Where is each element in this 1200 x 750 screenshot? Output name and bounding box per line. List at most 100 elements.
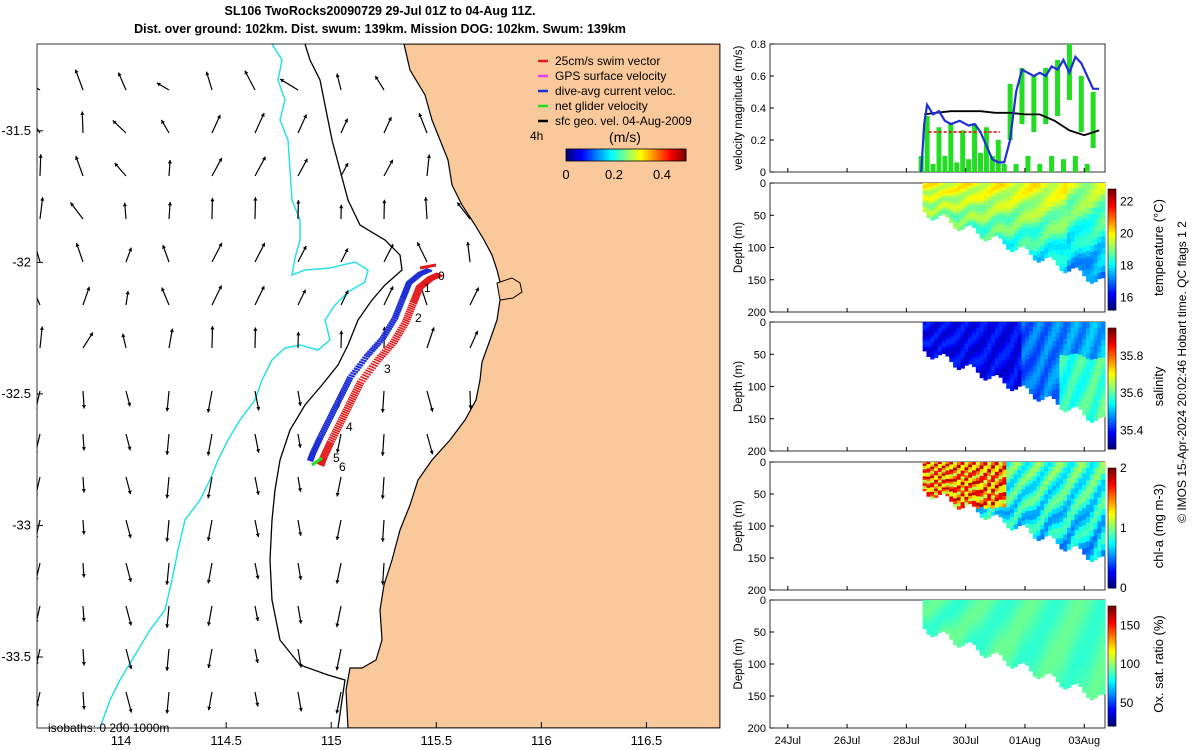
section-cell — [941, 627, 946, 630]
section-cell — [1051, 379, 1057, 385]
velocity-arrowhead — [161, 119, 165, 124]
velocity-arrowhead — [255, 491, 260, 495]
section-cell — [994, 345, 1000, 349]
section-cell — [926, 208, 931, 212]
section-cell — [983, 376, 988, 381]
colorbar-segment — [640, 149, 643, 161]
section-cell — [1013, 216, 1019, 222]
section-cell — [987, 493, 992, 498]
section-cell — [1078, 322, 1083, 328]
section-cell — [930, 471, 935, 474]
section-cell — [1086, 547, 1091, 554]
velocity-arrowhead — [389, 286, 394, 291]
section-cell — [1086, 660, 1091, 668]
section-cell — [1093, 322, 1098, 329]
section-cell — [1029, 357, 1034, 363]
section-cell — [1002, 186, 1007, 192]
colorbar-tick-label: 35.8 — [1120, 349, 1144, 363]
section-cell — [1040, 600, 1045, 606]
section-cell — [941, 605, 946, 609]
section-cell — [1010, 496, 1015, 501]
section-cell — [1032, 326, 1038, 333]
section-cell — [1093, 238, 1098, 246]
section-cell — [1097, 623, 1102, 631]
section-cell — [979, 620, 984, 625]
section-cell — [1051, 192, 1057, 198]
section-cell — [953, 353, 958, 357]
section-cell — [1074, 493, 1079, 499]
velocity-arrowhead — [80, 111, 85, 115]
map-axes: 114 114.5 115 115.5 116 116.5-31.5-32-32.5-33… — [1, 123, 662, 748]
section-cell — [930, 338, 935, 341]
section-cell — [1025, 379, 1030, 385]
section-cell — [991, 508, 996, 513]
section-cell — [1055, 260, 1060, 266]
velocity-arrowhead — [165, 709, 170, 714]
section-cell — [953, 361, 958, 365]
colorbar-tick-label: 18 — [1120, 258, 1134, 272]
colorbar-segment — [648, 149, 651, 161]
colorbar-segment — [1108, 582, 1116, 586]
section-cell — [1078, 349, 1083, 356]
section-cell — [941, 351, 946, 354]
section-cell — [1029, 484, 1034, 490]
colorbar-segment — [1108, 306, 1116, 311]
velocity-arrowhead — [297, 444, 302, 448]
section-cell — [937, 486, 943, 489]
section-cell — [1032, 490, 1038, 496]
section-cell — [937, 197, 943, 200]
section-cell — [1021, 501, 1026, 506]
section-cell — [1082, 356, 1087, 364]
section-cell — [953, 498, 958, 502]
section-cell — [953, 216, 958, 221]
section-cell — [922, 618, 927, 621]
section-cell — [979, 496, 984, 501]
section-cell — [1021, 377, 1026, 382]
section-cell — [975, 344, 981, 348]
section-cell — [1010, 642, 1015, 648]
section-cell — [1017, 211, 1022, 216]
section-cell — [1070, 652, 1076, 659]
section-cell — [1051, 490, 1057, 496]
section-cell — [1086, 600, 1091, 607]
section-cell — [1067, 516, 1072, 523]
section-cell — [972, 352, 977, 356]
colorbar-segment — [1108, 606, 1116, 610]
section-cell — [979, 489, 984, 494]
section-cell — [934, 187, 939, 191]
section-cell — [1074, 472, 1079, 479]
section-cell — [956, 191, 962, 196]
section-cell — [1063, 495, 1068, 502]
section-cell — [960, 365, 965, 369]
section-cell — [941, 345, 946, 349]
section-cell — [1044, 489, 1049, 495]
section-cell — [1002, 356, 1007, 361]
section-cell — [1070, 353, 1076, 360]
section-cell — [1067, 544, 1072, 550]
section-cell — [983, 233, 988, 238]
velocity-arrowhead — [244, 70, 249, 75]
velocity-arrow — [37, 249, 41, 263]
section-cell — [1002, 228, 1007, 233]
velocity-arrow — [207, 433, 213, 456]
section-cell — [968, 495, 973, 499]
section-cell — [1082, 490, 1087, 497]
section-cell — [1002, 615, 1007, 620]
section-cell — [979, 634, 984, 639]
section-cell — [953, 487, 958, 491]
section-cell — [998, 641, 1003, 646]
colorbar-segment — [1108, 723, 1116, 727]
section-cell — [930, 201, 935, 205]
section-cell — [941, 487, 946, 490]
section-cell — [998, 322, 1003, 326]
section-cell — [983, 361, 988, 367]
section-cell — [1101, 375, 1106, 382]
section-cell — [1040, 197, 1045, 203]
section-cell — [972, 202, 977, 206]
section-cell — [956, 333, 962, 338]
section-cell — [1067, 462, 1072, 468]
section-cell — [1051, 216, 1057, 222]
swim-vector — [360, 375, 368, 381]
section-cell — [941, 479, 946, 482]
section-cell — [1017, 207, 1022, 212]
